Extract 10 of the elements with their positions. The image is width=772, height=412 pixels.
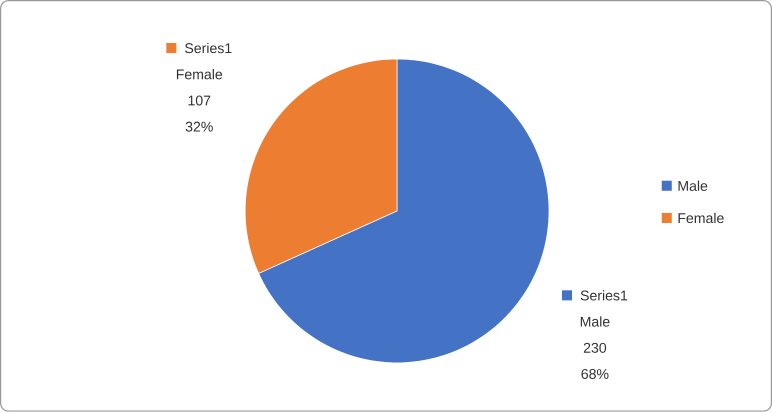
- text: 32%: [186, 122, 213, 132]
- data-label: 107: [188, 96, 210, 106]
- text: Series1: [580, 290, 628, 301]
- legend-label: Series1: [185, 42, 232, 54]
- legend-label: Male: [678, 180, 708, 192]
- text: 68%: [582, 369, 608, 380]
- legend-label: Female: [678, 212, 724, 224]
- data-label: 230: [584, 342, 606, 353]
- slice-label: Male: [580, 316, 610, 327]
- slice-label: Female: [176, 69, 222, 80]
